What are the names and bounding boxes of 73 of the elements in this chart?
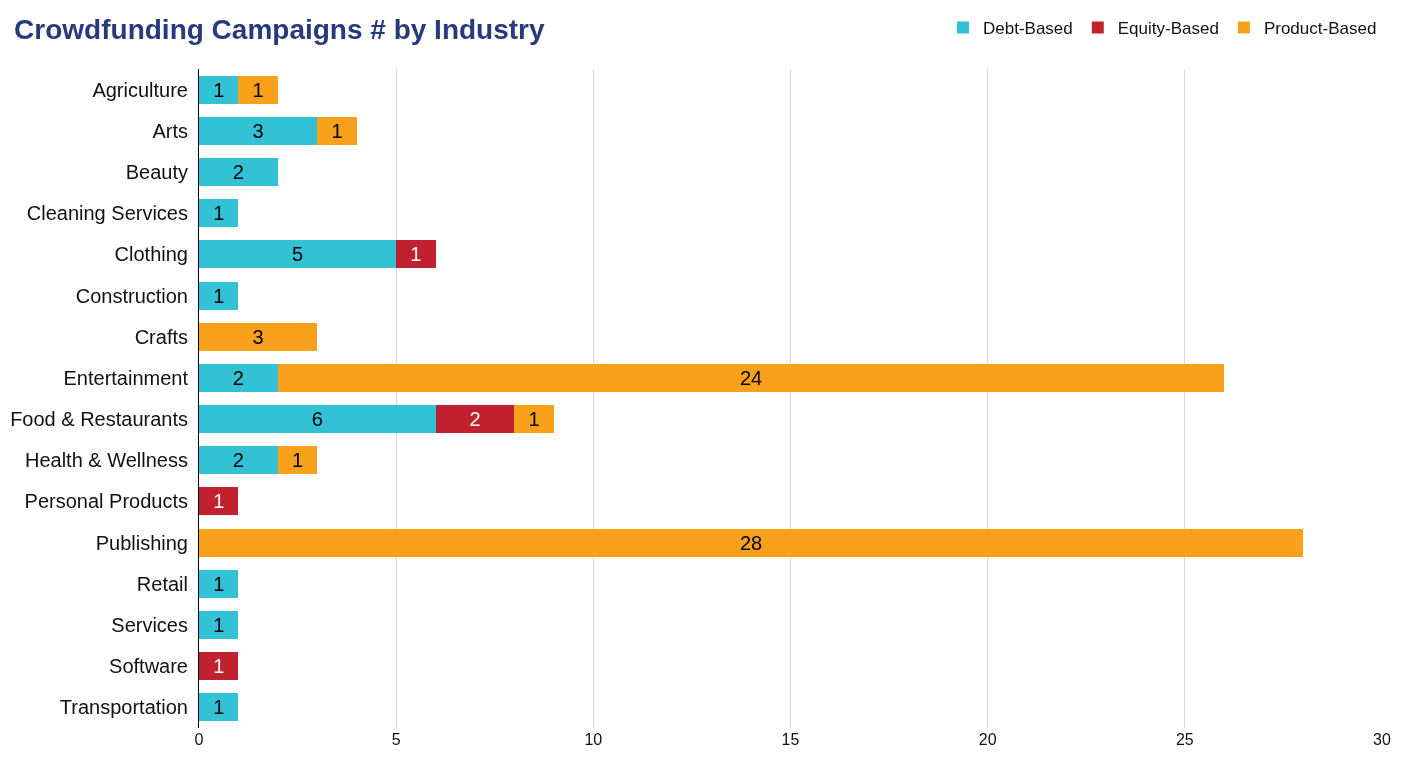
bar	[199, 569, 239, 598]
x-tick-label: 5	[391, 731, 401, 748]
y-tick-label: Retail	[136, 572, 188, 595]
bar	[199, 363, 278, 392]
data-label: 1	[213, 696, 225, 719]
bar	[317, 116, 357, 145]
legend-label: Product-Based	[1263, 19, 1377, 39]
data-label: 1	[213, 572, 225, 595]
bar	[435, 405, 515, 434]
bar	[199, 487, 239, 516]
bar	[199, 116, 318, 145]
data-label: 2	[232, 366, 244, 389]
bar	[238, 75, 278, 104]
bar	[199, 611, 239, 640]
bar	[514, 405, 554, 434]
y-tick-label: Cleaning Services	[26, 202, 188, 225]
data-label: 5	[292, 243, 304, 266]
y-tick-label: Clothing	[114, 243, 188, 266]
bar	[396, 240, 436, 269]
data-label: 1	[213, 614, 225, 637]
data-label: 1	[528, 408, 540, 431]
bar	[199, 322, 318, 351]
legend-label: Debt-Based	[983, 19, 1073, 39]
y-tick-label: Personal Products	[24, 490, 188, 513]
data-label: 3	[252, 325, 264, 348]
x-tick-label: 20	[978, 731, 997, 748]
y-tick-label: Entertainment	[63, 366, 189, 389]
y-tick-label: Beauty	[125, 160, 188, 183]
data-label: 1	[292, 449, 304, 472]
y-tick-label: Arts	[152, 119, 188, 142]
bar	[199, 528, 1304, 557]
bar	[199, 157, 278, 186]
bar	[277, 363, 1225, 392]
bar	[199, 446, 278, 475]
bar	[199, 199, 239, 228]
y-tick-label: Health & Wellness	[24, 449, 188, 472]
y-tick-label: Construction	[75, 284, 188, 307]
bar	[199, 405, 436, 434]
bar	[199, 240, 397, 269]
data-label: 6	[311, 408, 323, 431]
legend-label: Equity-Based	[1117, 19, 1219, 39]
y-tick-label: Crafts	[134, 325, 188, 348]
bar	[199, 693, 239, 722]
bar	[199, 281, 239, 310]
data-label: 1	[252, 78, 264, 101]
y-tick-label: Agriculture	[92, 78, 188, 101]
x-tick-label: 10	[584, 731, 603, 748]
data-label: 3	[252, 119, 264, 142]
data-label: 1	[213, 284, 225, 307]
data-label: 24	[739, 366, 763, 389]
data-label: 28	[739, 531, 763, 554]
data-label: 1	[331, 119, 343, 142]
y-tick-label: Food & Restaurants	[10, 408, 188, 431]
bar	[277, 446, 318, 475]
data-label: 2	[469, 408, 481, 431]
data-label: 1	[213, 78, 225, 101]
y-tick-label: Transportation	[59, 696, 188, 719]
y-tick-label: Services	[111, 614, 188, 637]
data-label: 1	[410, 243, 422, 266]
data-label: 1	[213, 490, 225, 513]
y-tick-label: Software	[109, 655, 188, 678]
x-tick-label: 0	[194, 731, 204, 748]
bar	[199, 75, 239, 104]
data-label: 1	[213, 202, 225, 225]
data-label: 1	[213, 655, 225, 678]
data-label: 2	[232, 160, 244, 183]
x-tick-label: 30	[1373, 731, 1391, 748]
x-tick-label: 25	[1175, 731, 1194, 748]
bar	[199, 652, 239, 681]
chart-title: Crowdfunding Campaigns # by Industry	[14, 13, 546, 45]
y-tick-label: Publishing	[95, 531, 188, 554]
data-label: 2	[232, 449, 244, 472]
x-tick-label: 15	[781, 731, 800, 748]
